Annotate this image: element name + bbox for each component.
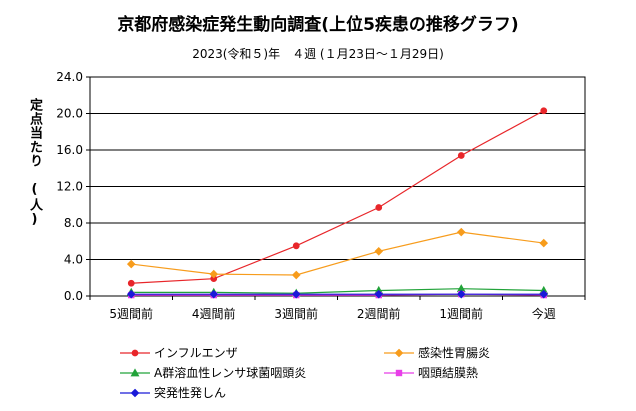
legend-label: A群溶血性レンサ球菌咽頭炎	[154, 366, 307, 380]
legend-item: インフルエンザ	[120, 344, 238, 361]
data-point	[127, 279, 135, 287]
legend-item: 突発性発しん	[120, 384, 226, 401]
data-point	[375, 204, 383, 211]
x-tick-label: 3週間前	[274, 306, 318, 321]
legend-item: A群溶血性レンサ球菌咽頭炎	[120, 364, 306, 381]
data-point	[539, 238, 549, 248]
y-tick-label: 24.0	[56, 70, 83, 84]
data-point	[374, 289, 384, 299]
data-point	[126, 289, 136, 299]
series-line	[131, 231, 544, 276]
legend-swatch	[384, 348, 414, 357]
y-tick-label: 16.0	[56, 143, 83, 157]
legend-swatch	[120, 388, 150, 397]
data-point	[456, 227, 466, 237]
legend-swatch	[384, 369, 414, 376]
x-tick-label: 5週間前	[109, 306, 153, 321]
data-point	[292, 242, 300, 250]
legend-item: 感染性胃腸炎	[384, 344, 490, 361]
y-tick-label: 4.0	[64, 253, 83, 267]
x-tick-label: 1週間前	[439, 306, 483, 321]
data-point	[209, 289, 219, 299]
y-axis-label: 定点当たり (人)	[27, 98, 42, 228]
data-point	[291, 289, 301, 299]
legend-swatch	[120, 367, 150, 376]
data-point	[539, 289, 549, 299]
legend-label: 咽頭結膜熱	[418, 366, 479, 380]
legend-label: 感染性胃腸炎	[418, 346, 491, 360]
data-point	[209, 269, 219, 279]
legend-item: 咽頭結膜熱	[384, 364, 478, 381]
x-tick-label: 4週間前	[192, 306, 236, 321]
series-line	[131, 110, 545, 284]
data-point	[456, 289, 466, 299]
chart-title: 京都府感染症発生動向調査(上位5疾患の推移グラフ)	[117, 15, 519, 35]
y-tick-label: 0.0	[64, 289, 83, 303]
x-tick-label: 2週間前	[357, 306, 401, 321]
data-point	[540, 107, 548, 115]
data-point	[126, 259, 136, 269]
data-point	[374, 246, 384, 256]
y-tick-label: 20.0	[56, 107, 83, 121]
legend-label: 突発性発しん	[154, 386, 227, 400]
legend-swatch	[120, 349, 150, 356]
legend-label: インフルエンザ	[154, 346, 238, 360]
y-tick-label: 8.0	[64, 216, 83, 230]
data-point	[457, 152, 465, 159]
chart-subtitle: 2023(令和５)年 ４週 (１月23日～１月29日)	[192, 47, 444, 61]
x-tick-label: 今週	[532, 306, 556, 321]
series-line	[131, 288, 544, 294]
data-point	[291, 270, 301, 280]
y-tick-label: 12.0	[56, 180, 83, 194]
